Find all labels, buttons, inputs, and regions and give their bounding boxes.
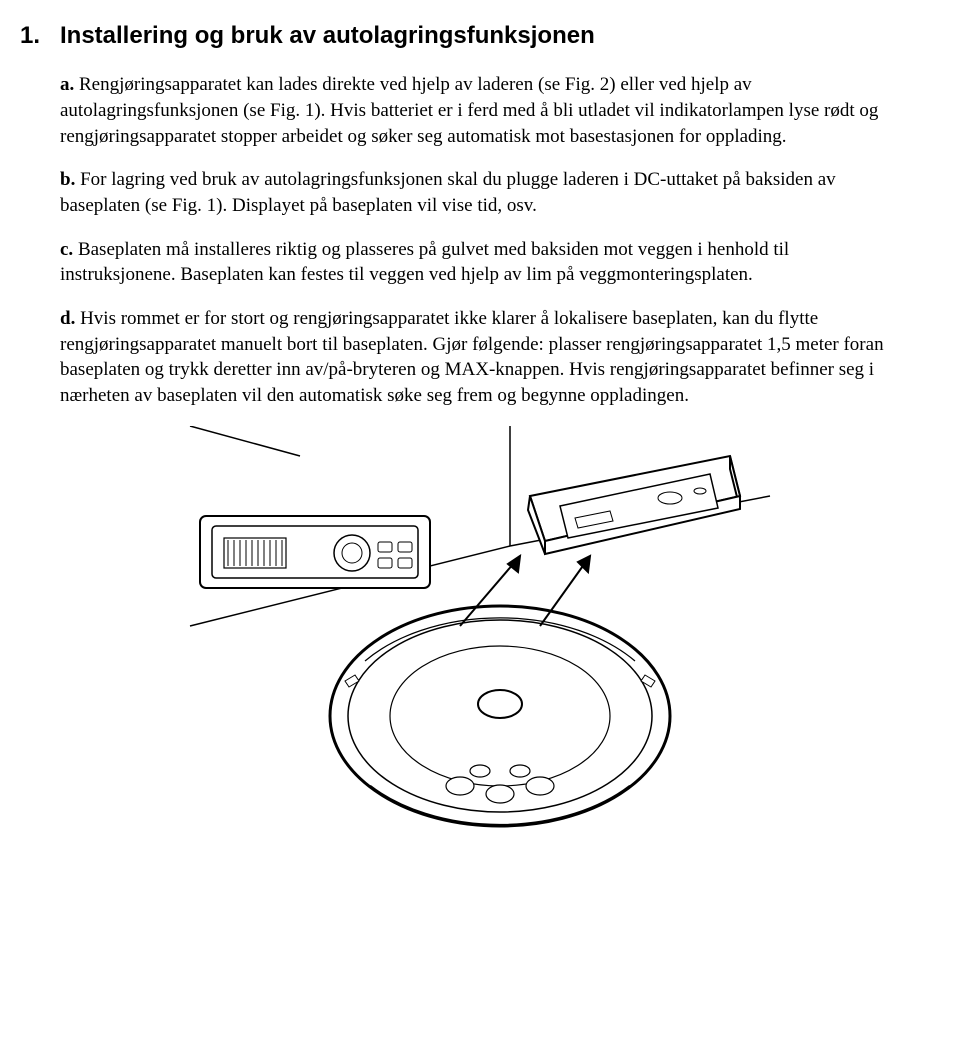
paragraph-a: a. Rengjøringsapparatet kan lades direkt… xyxy=(60,72,900,149)
para-b-text: For lagring ved bruk av autolagringsfunk… xyxy=(60,169,836,216)
para-b-label: b. xyxy=(60,169,75,190)
para-c-label: c. xyxy=(60,239,73,260)
paragraph-c: c. Baseplaten må installeres riktig og p… xyxy=(60,237,900,288)
para-a-label: a. xyxy=(60,74,74,95)
para-c-text: Baseplaten må installeres riktig og plas… xyxy=(60,239,789,286)
section-title: Installering og bruk av autolagringsfunk… xyxy=(60,22,595,49)
section-number: 1. xyxy=(20,20,60,52)
figure-container xyxy=(60,426,900,846)
paragraph-d: d. Hvis rommet er for stort og rengjørin… xyxy=(60,306,900,409)
installation-figure xyxy=(170,426,790,846)
section-heading: 1.Installering og bruk av autolagringsfu… xyxy=(20,20,900,52)
para-a-text: Rengjøringsapparatet kan lades direkte v… xyxy=(60,74,878,146)
paragraph-b: b. For lagring ved bruk av autolagringsf… xyxy=(60,167,900,218)
para-d-label: d. xyxy=(60,308,75,329)
para-d-text: Hvis rommet er for stort og rengjøringsa… xyxy=(60,308,884,406)
